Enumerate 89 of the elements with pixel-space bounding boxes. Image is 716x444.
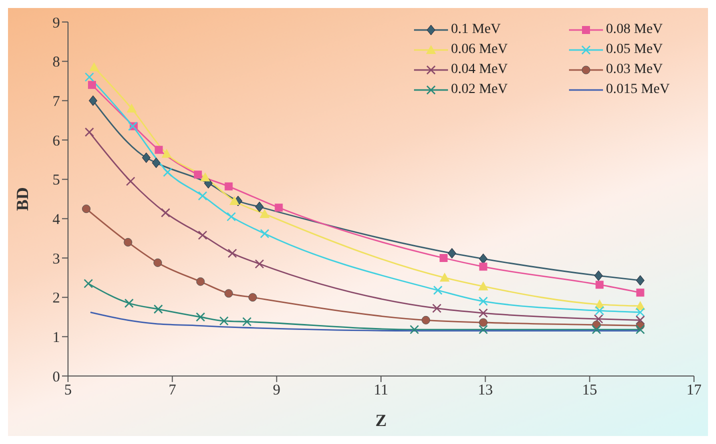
legend-label: 0.015 MeV [606,82,671,98]
point [226,212,236,222]
y-tick-label: 1 [52,330,60,346]
point [248,293,257,302]
point [126,104,137,113]
point [198,230,208,240]
y-tick-label: 9 [52,15,60,32]
point [142,152,150,163]
point [194,170,202,179]
y-tick-label: 6 [52,133,60,150]
point [260,228,270,238]
legend-label: 0.08 MeV [606,22,664,38]
legend-label: 0.03 MeV [606,62,664,78]
point [594,314,604,324]
point [196,277,205,286]
point [154,146,163,154]
point [433,286,443,295]
point [88,80,96,89]
point [198,191,208,201]
point [636,324,645,334]
point [636,315,645,325]
point [88,95,98,106]
point [196,312,206,322]
point [478,308,488,318]
point [440,254,448,262]
point [636,288,644,297]
point [84,127,94,137]
point [200,172,210,182]
point [124,298,134,308]
point [84,72,94,82]
x-tick-label: 9 [272,382,280,399]
point [478,254,488,264]
y-axis-title: BD [13,187,32,211]
point [228,248,237,258]
legend-label: 0.06 MeV [451,42,509,58]
x-axis-title: Z [375,411,387,430]
point [162,168,172,177]
point [82,204,91,214]
point [448,248,456,259]
point [242,317,252,326]
y-tick-label: 3 [52,251,60,268]
point [160,208,170,218]
point [636,275,645,286]
point [478,318,488,327]
point [224,289,233,298]
point [254,259,264,269]
point [84,278,93,288]
point [162,148,172,158]
point [432,304,442,313]
point [124,238,132,247]
point [410,324,420,334]
y-tick-label: 7 [52,94,60,110]
point [594,270,603,281]
point [636,308,645,317]
point [478,324,488,334]
point [152,158,160,168]
point [274,204,283,212]
point [229,196,240,205]
legend-label: 0.04 MeV [451,62,509,78]
y-tick-label: 5 [52,172,60,189]
point [154,304,163,314]
y-tick-label: 0 [52,369,60,386]
x-tick-label: 17 [686,382,702,399]
legend-label: 0.02 MeV [451,82,509,98]
point [422,316,430,324]
point [592,324,602,334]
y-tick-label: 8 [52,54,60,71]
x-tick-label: 15 [582,382,598,399]
point [89,62,100,72]
point [126,176,136,186]
x-tick-label: 7 [168,382,177,399]
point [594,306,604,316]
y-tick-label: 2 [52,290,60,307]
point [219,316,229,326]
point [224,182,233,190]
point [153,258,162,267]
point [479,262,488,271]
point [255,202,264,212]
point [440,272,450,282]
y-tick-label: 4 [52,212,60,228]
legend-label: 0.05 MeV [606,42,664,58]
point [260,208,270,218]
legend-label: 0.1 MeV [451,22,502,38]
point [596,280,604,289]
point [478,296,488,306]
x-tick-label: 13 [478,382,493,399]
x-tick-label: 5 [64,382,72,399]
x-tick-label: 11 [374,382,388,399]
point [478,281,488,290]
